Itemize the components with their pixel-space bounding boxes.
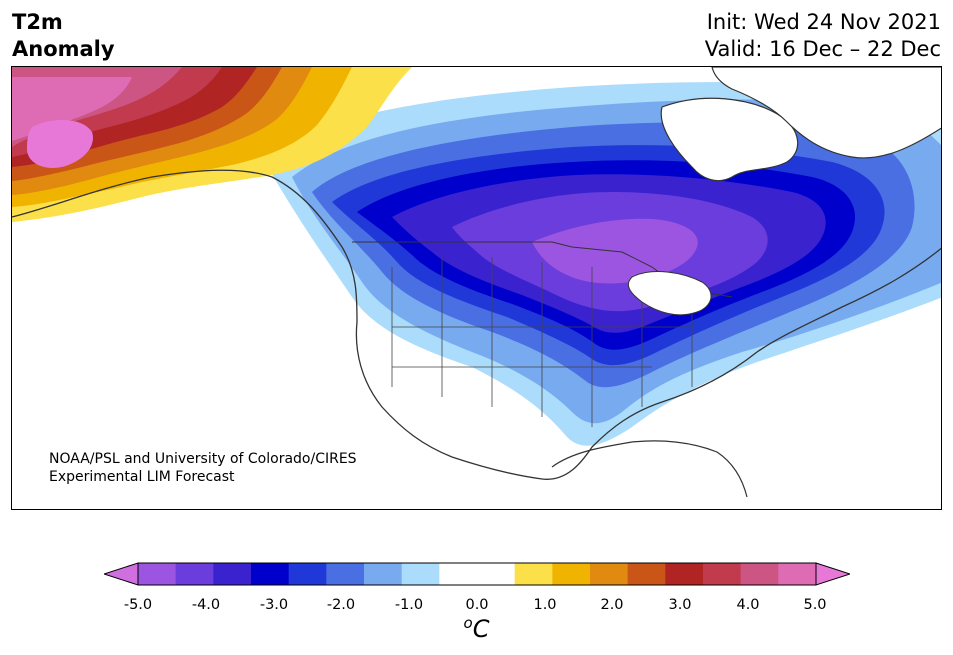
- colorbar: [104, 562, 850, 586]
- anomaly-map-svg: [12, 67, 941, 498]
- colorbar-swatch: [665, 563, 704, 585]
- colorbar-swatch: [477, 563, 516, 585]
- tick-label: -4.0: [191, 597, 221, 613]
- tick-label: 3.0: [668, 597, 692, 613]
- tick-label: 2.0: [600, 597, 624, 613]
- warm-anomaly-core: [27, 120, 93, 168]
- colorbar-frame: [137, 562, 817, 586]
- colorbar-swatch: [251, 563, 290, 585]
- tick-label: 1.0: [533, 597, 557, 613]
- colorbar-swatch: [288, 563, 327, 585]
- colorbar-swatch: [326, 563, 365, 585]
- colorbar-extend-high: [815, 562, 850, 586]
- unit-degree: o: [463, 614, 473, 632]
- tick-label: -3.0: [259, 597, 289, 613]
- credit-line-2: Experimental LIM Forecast: [49, 469, 235, 485]
- unit-letter: C: [472, 615, 490, 643]
- greenland-region: [711, 67, 941, 159]
- data-credit: NOAA/PSL and University of Colorado/CIRE…: [49, 450, 357, 486]
- date-info: Init: Wed 24 Nov 2021 Valid: 16 Dec – 22…: [705, 9, 941, 63]
- colorbar-swatch: [590, 563, 629, 585]
- colorbar-swatch: [213, 563, 252, 585]
- colorbar-swatch: [514, 563, 553, 585]
- tick-label: -5.0: [123, 597, 153, 613]
- colorbar-swatch: [552, 563, 591, 585]
- colorbar-swatch: [364, 563, 403, 585]
- colorbar-swatch: [740, 563, 779, 585]
- hudson-bay: [660, 97, 799, 182]
- colorbar-swatch: [175, 563, 214, 585]
- colorbar-extend-low: [104, 562, 139, 586]
- colorbar-unit: oC: [0, 614, 953, 643]
- credit-line-1: NOAA/PSL and University of Colorado/CIRE…: [49, 451, 357, 467]
- colorbar-swatch: [627, 563, 666, 585]
- colorbar-swatch: [439, 563, 478, 585]
- tick-label: -2.0: [326, 597, 356, 613]
- colorbar-swatch: [401, 563, 440, 585]
- init-date: Init: Wed 24 Nov 2021: [706, 10, 941, 34]
- colorbar-swatch: [778, 563, 817, 585]
- great-lakes: [627, 271, 712, 316]
- state-borders: [391, 257, 693, 427]
- valid-date: Valid: 16 Dec – 22 Dec: [704, 37, 941, 61]
- title-line-2: Anomaly: [12, 37, 115, 61]
- map-title: T2m Anomaly: [12, 9, 115, 63]
- tick-label: -1.0: [394, 597, 424, 613]
- anomaly-map: [11, 66, 942, 510]
- title-line-1: T2m: [12, 10, 63, 34]
- tick-label: 5.0: [803, 597, 827, 613]
- tick-label: 0.0: [465, 597, 489, 613]
- tick-label: 4.0: [736, 597, 760, 613]
- gulf-coast: [551, 440, 748, 498]
- colorbar-swatch: [138, 563, 177, 585]
- coastline-west: [12, 169, 941, 480]
- colorbar-swatch: [703, 563, 742, 585]
